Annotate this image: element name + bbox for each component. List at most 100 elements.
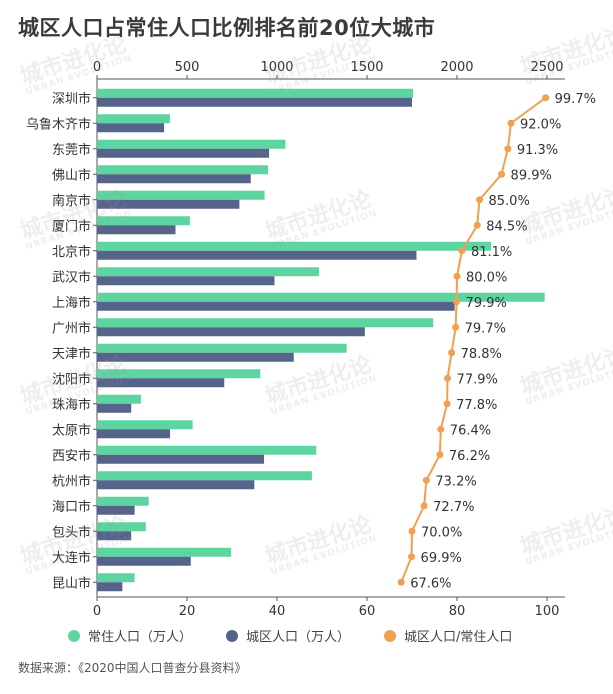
category-label: 沈阳市 [52, 371, 91, 387]
ratio-data-label: 76.2% [449, 449, 490, 464]
ratio-point [504, 145, 512, 153]
bar-urban [97, 250, 417, 260]
category-label: 包头市 [52, 524, 91, 540]
bar-resident [97, 369, 261, 379]
ratio-line [400, 96, 547, 583]
category-label: 昆山市 [52, 575, 91, 591]
category-label: 广州市 [52, 320, 91, 336]
bar-urban [97, 97, 412, 107]
bar-urban [97, 556, 191, 566]
ratio-data-label: 79.7% [465, 321, 506, 336]
ratio-data-label: 69.9% [421, 551, 462, 566]
ratio-data-label: 78.8% [461, 347, 502, 362]
legend-item-urban: 城区人口（万人） [226, 626, 350, 645]
ratio-point [542, 94, 550, 102]
ratio-point [408, 553, 416, 561]
ratio-data-label: 99.7% [555, 92, 596, 107]
ratio-point [453, 298, 461, 306]
ratio-point [448, 349, 456, 357]
bar-urban [97, 301, 455, 311]
legend-swatch-urban [226, 629, 239, 642]
ratio-data-label: 72.7% [433, 500, 474, 515]
ratio-point [453, 272, 461, 280]
category-label: 佛山市 [52, 167, 91, 183]
bar-resident [97, 241, 492, 251]
bottom-axis-tick-label: 20 [179, 604, 196, 619]
ratio-data-label: 91.3% [517, 143, 558, 158]
bar-urban [97, 429, 171, 439]
ratio-data-label: 85.0% [489, 194, 530, 209]
bar-resident [97, 420, 193, 430]
category-label: 天津市 [52, 346, 91, 362]
bar-resident [97, 547, 232, 557]
ratio-data-label: 84.5% [486, 219, 527, 234]
bar-resident [97, 139, 286, 149]
ratio-data-label: 81.1% [471, 245, 512, 260]
bar-resident [97, 496, 149, 506]
ratio-data-label: 73.2% [435, 474, 476, 489]
bottom-axis-tick-label: 0 [93, 604, 101, 619]
bottom-axis-tick-label: 60 [359, 604, 376, 619]
ratio-point [444, 374, 452, 382]
ratio-point [452, 323, 460, 331]
bar-urban [97, 225, 176, 235]
ratio-data-label: 89.9% [511, 168, 552, 183]
bar-urban [97, 276, 275, 286]
ratio-data-label: 70.0% [421, 525, 462, 540]
top-axis-tick-label: 1000 [260, 60, 293, 75]
ratio-point [436, 451, 444, 459]
bar-urban [97, 480, 255, 490]
ratio-data-label: 92.0% [520, 117, 561, 132]
bar-resident [97, 445, 317, 455]
bar-resident [97, 216, 190, 226]
bar-urban [97, 352, 294, 362]
bottom-axis-tick-label: 80 [449, 604, 466, 619]
bar-resident [97, 267, 319, 277]
ratio-data-label: 77.9% [457, 372, 498, 387]
ratio-point [437, 425, 445, 433]
category-label: 南京市 [52, 193, 91, 209]
category-label: 太原市 [52, 422, 91, 438]
top-axis-tick-label: 2500 [530, 60, 563, 75]
bar-resident [97, 522, 146, 532]
bar-urban [97, 582, 123, 592]
ratio-point [507, 119, 515, 127]
category-label: 珠海市 [52, 397, 91, 413]
ratio-point [397, 578, 405, 586]
bar-urban [97, 123, 165, 133]
category-label: 武汉市 [52, 269, 91, 285]
bar-resident [97, 471, 312, 481]
bar-resident [97, 292, 545, 302]
category-label: 北京市 [52, 244, 91, 260]
category-label: 上海市 [52, 295, 91, 311]
ratio-data-label: 67.6% [410, 576, 451, 591]
data-source-note: 数据来源：《2020中国人口普查分县资料》 [18, 661, 247, 675]
ratio-data-label: 76.4% [450, 423, 491, 438]
ratio-point [422, 476, 430, 484]
ratio-point [476, 196, 483, 204]
bar-resident [97, 318, 434, 328]
bar-urban [97, 327, 365, 337]
top-axis-tick-label: 1500 [350, 60, 383, 75]
category-label: 大连市 [52, 550, 91, 566]
ratio-point [408, 527, 416, 535]
ratio-data-label: 79.9% [466, 296, 507, 311]
ratio-point [498, 170, 506, 178]
ratio-data-label: 80.0% [466, 270, 507, 285]
ratio-data-label: 77.8% [456, 398, 497, 413]
chart-title: 城区人口占常住人口比例排名前20位大城市 [18, 16, 436, 40]
category-label: 海口市 [52, 499, 91, 515]
bar-urban [97, 454, 265, 464]
top-axis-tick-label: 0 [93, 60, 101, 75]
bar-urban [97, 378, 225, 388]
bar-resident [97, 114, 170, 124]
bar-urban [97, 403, 132, 413]
bar-resident [97, 394, 141, 404]
ratio-point [443, 400, 451, 408]
legend-label-ratio: 城区人口/常住人口 [404, 630, 513, 645]
top-axis-tick-label: 2000 [440, 60, 473, 75]
legend-label-urban: 城区人口（万人） [246, 630, 351, 645]
category-label: 乌鲁木齐市 [26, 116, 91, 132]
legend-swatch-ratio [384, 629, 397, 642]
